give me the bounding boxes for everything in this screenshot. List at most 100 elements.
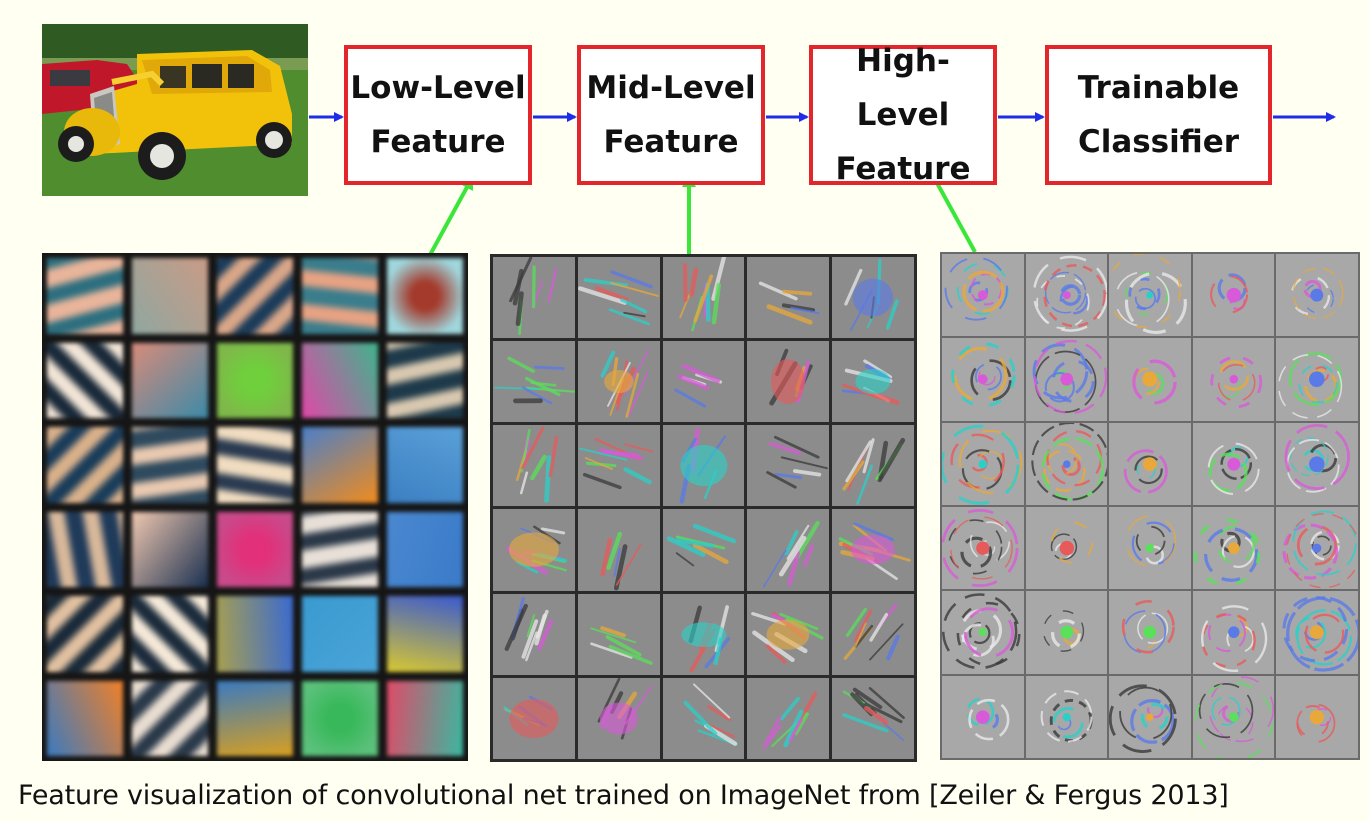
mid-feature-patch bbox=[832, 341, 914, 423]
high-feature-patch bbox=[1109, 507, 1191, 590]
low-level-filter bbox=[47, 680, 123, 756]
mid-feature-patch bbox=[832, 425, 914, 507]
low-level-filter bbox=[217, 680, 293, 756]
mid-feature-patch bbox=[832, 677, 914, 759]
mid-feature-patch bbox=[493, 341, 575, 423]
low-level-filter bbox=[132, 596, 208, 672]
low-level-filter bbox=[132, 511, 208, 587]
high-feature-patch bbox=[1192, 254, 1275, 337]
high-feature-patch bbox=[942, 507, 1024, 590]
mid-feature-patch bbox=[577, 509, 660, 591]
high-feature-patch bbox=[1025, 507, 1108, 590]
low-level-filter bbox=[302, 427, 378, 503]
mid-level-feature-grid bbox=[490, 254, 917, 762]
mid-feature-patch bbox=[493, 677, 575, 759]
link-arrow-low bbox=[428, 175, 474, 256]
mid-feature-patch bbox=[747, 341, 830, 423]
high-feature-patch bbox=[1192, 422, 1275, 505]
low-level-filter bbox=[387, 511, 463, 587]
mid-feature-patch bbox=[747, 593, 830, 675]
mid-feature-patch bbox=[747, 425, 830, 507]
high-feature-patch bbox=[1276, 507, 1358, 590]
high-feature-patch bbox=[1276, 591, 1358, 674]
high-level-feature-grid bbox=[940, 252, 1360, 760]
low-level-filter bbox=[387, 596, 463, 672]
stage-label-line2: Classifier bbox=[1077, 124, 1240, 160]
mid-feature-patch bbox=[662, 677, 745, 759]
high-feature-patch bbox=[942, 422, 1024, 505]
mid-feature-patch bbox=[747, 509, 830, 591]
stage-high-level-feature: High-Level Feature bbox=[809, 43, 997, 187]
low-level-filter bbox=[217, 511, 293, 587]
high-feature-patch bbox=[942, 675, 1024, 758]
input-car-photo bbox=[42, 24, 308, 196]
mid-feature-patch bbox=[832, 257, 914, 339]
high-feature-patch bbox=[1276, 338, 1358, 421]
mid-feature-patch bbox=[662, 593, 745, 675]
high-feature-patch bbox=[1109, 422, 1191, 505]
stage-label-line1: Mid-Level bbox=[586, 70, 756, 106]
low-level-filter bbox=[387, 258, 463, 334]
low-level-filter bbox=[217, 258, 293, 334]
low-level-filter bbox=[302, 596, 378, 672]
low-level-filter bbox=[302, 258, 378, 334]
high-feature-patch bbox=[1109, 338, 1191, 421]
stage-trainable-classifier: Trainable Classifier bbox=[1045, 45, 1272, 185]
low-level-filter bbox=[132, 427, 208, 503]
high-feature-patch bbox=[1192, 675, 1275, 758]
high-feature-patch bbox=[942, 591, 1024, 674]
high-feature-patch bbox=[1025, 675, 1108, 758]
low-level-filter bbox=[387, 427, 463, 503]
high-feature-patch bbox=[1276, 675, 1358, 758]
stage-mid-level-feature: Mid-Level Feature bbox=[577, 45, 765, 185]
high-feature-patch bbox=[1025, 338, 1108, 421]
stage-label-line2: Feature bbox=[603, 124, 739, 160]
mid-feature-patch bbox=[493, 593, 575, 675]
mid-feature-patch bbox=[662, 509, 745, 591]
stage-label-line1: Low-Level bbox=[350, 70, 526, 106]
mid-feature-patch bbox=[832, 509, 914, 591]
low-level-filter bbox=[132, 342, 208, 418]
mid-feature-patch bbox=[493, 509, 575, 591]
mid-feature-patch bbox=[577, 341, 660, 423]
low-level-filter bbox=[302, 680, 378, 756]
high-feature-patch bbox=[1192, 338, 1275, 421]
mid-feature-patch bbox=[747, 257, 830, 339]
low-level-filter bbox=[387, 680, 463, 756]
low-level-filter bbox=[217, 342, 293, 418]
stage-label-line2: Feature bbox=[835, 151, 971, 187]
mid-feature-patch bbox=[747, 677, 830, 759]
high-feature-patch bbox=[1192, 591, 1275, 674]
high-feature-patch bbox=[1025, 254, 1108, 337]
high-feature-patch bbox=[1109, 591, 1191, 674]
low-level-filter bbox=[132, 680, 208, 756]
stage-label-line1: Trainable bbox=[1077, 70, 1240, 106]
high-feature-patch bbox=[1025, 591, 1108, 674]
low-level-filter bbox=[302, 342, 378, 418]
low-level-filter bbox=[217, 427, 293, 503]
mid-feature-patch bbox=[493, 425, 575, 507]
high-feature-patch bbox=[1025, 422, 1108, 505]
figure-caption: Feature visualization of convolutional n… bbox=[18, 780, 1229, 811]
mid-feature-patch bbox=[662, 341, 745, 423]
high-feature-patch bbox=[1109, 675, 1191, 758]
low-level-filter bbox=[302, 511, 378, 587]
low-level-filter bbox=[47, 596, 123, 672]
high-feature-patch bbox=[1109, 254, 1191, 337]
mid-feature-patch bbox=[577, 257, 660, 339]
mid-feature-patch bbox=[662, 425, 745, 507]
high-feature-patch bbox=[942, 338, 1024, 421]
mid-feature-patch bbox=[577, 593, 660, 675]
high-feature-patch bbox=[942, 254, 1024, 337]
stage-label-line1: High-Level bbox=[856, 43, 950, 133]
stage-low-level-feature: Low-Level Feature bbox=[344, 45, 532, 185]
stage-label-line2: Feature bbox=[370, 124, 506, 160]
low-level-filter bbox=[47, 427, 123, 503]
low-level-filter bbox=[132, 258, 208, 334]
mid-feature-patch bbox=[577, 677, 660, 759]
low-level-filter bbox=[47, 258, 123, 334]
mid-feature-patch bbox=[662, 257, 745, 339]
high-feature-patch bbox=[1192, 507, 1275, 590]
low-level-filter bbox=[47, 342, 123, 418]
